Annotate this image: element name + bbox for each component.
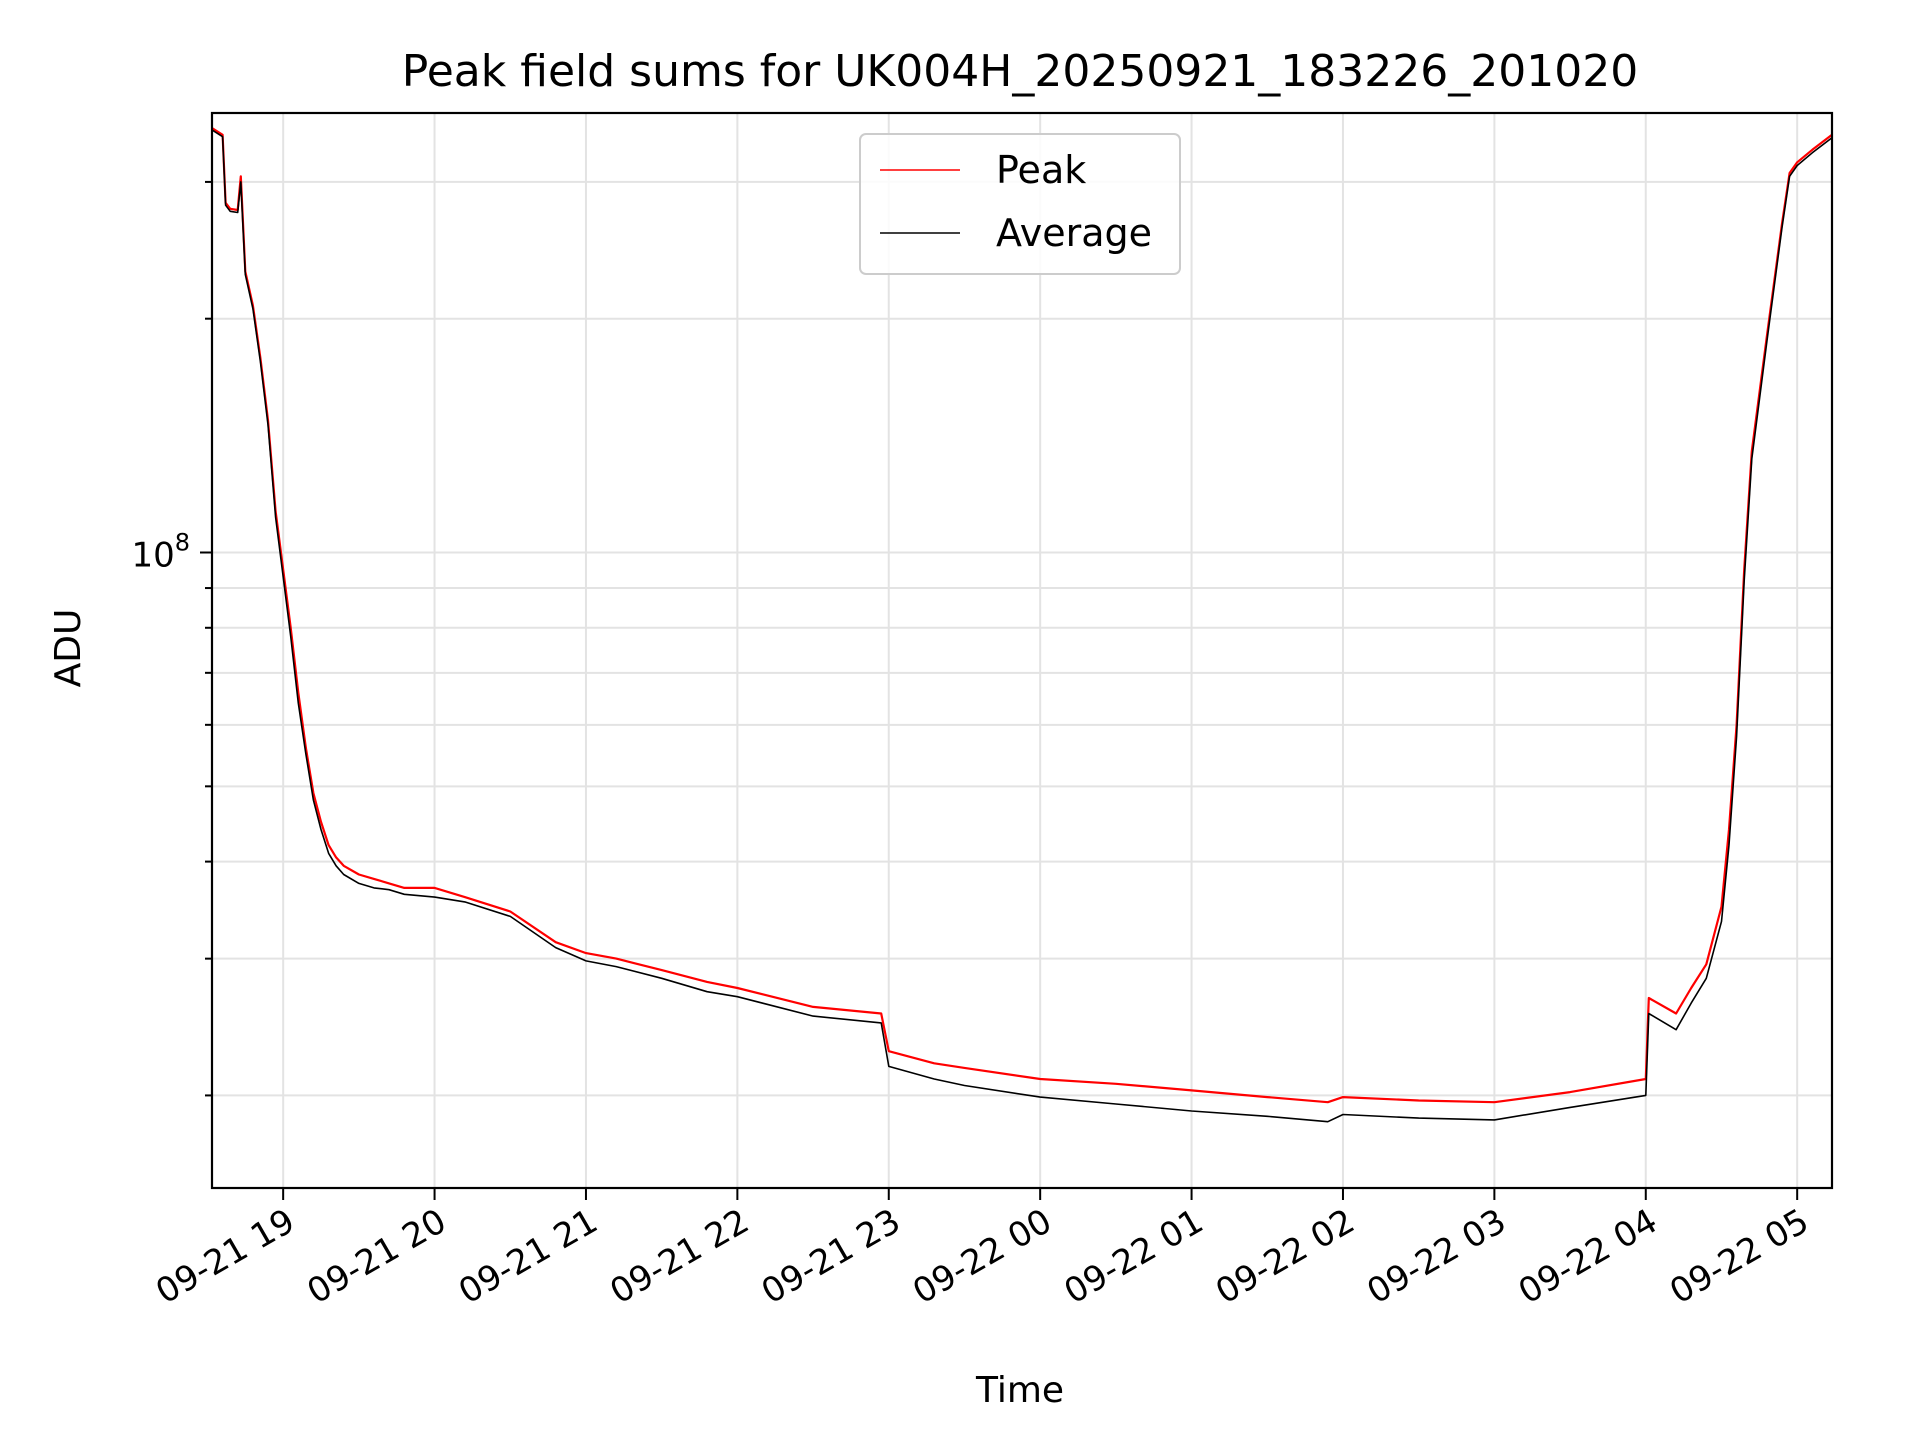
x-tick-label: 09-22 04 [1512,1201,1664,1312]
x-tick-label: 09-21 22 [603,1201,755,1312]
legend-label-peak: Peak [996,148,1086,192]
legend-label-average: Average [996,211,1152,255]
x-tick-label: 09-21 23 [755,1201,907,1312]
chart-title: Peak field sums for UK004H_20250921_1832… [402,46,1638,97]
y-axis-label: ADU [48,609,89,688]
y-tick-exponent: 8 [175,529,190,557]
x-tick-label: 09-21 19 [149,1201,301,1312]
y-tick-base: 10 [131,536,174,576]
series-line-peak [211,127,1833,1104]
x-tick-label: 09-22 03 [1360,1201,1512,1312]
x-tick-label: 09-22 01 [1058,1201,1210,1312]
grid [212,113,1832,1188]
x-axis-label: Time [975,1370,1064,1411]
series-layer [211,127,1833,1123]
axes-ticks: 09-21 19 09-21 20 09-21 21 09-21 22 09-21 23… [131,180,1816,1312]
plot-frame [210,111,1834,1190]
x-tick-label: 09-21 21 [452,1201,604,1312]
x-tick-label: 09-22 05 [1663,1201,1815,1312]
series-line-average [211,129,1833,1123]
x-tick-label: 09-22 02 [1209,1201,1361,1312]
y-tick-label: 108 [131,529,190,576]
legend-box [859,133,1181,275]
x-tick-label: 09-22 00 [906,1201,1058,1312]
legend: Peak Average [859,133,1181,275]
x-tick-label: 09-21 20 [301,1201,453,1312]
